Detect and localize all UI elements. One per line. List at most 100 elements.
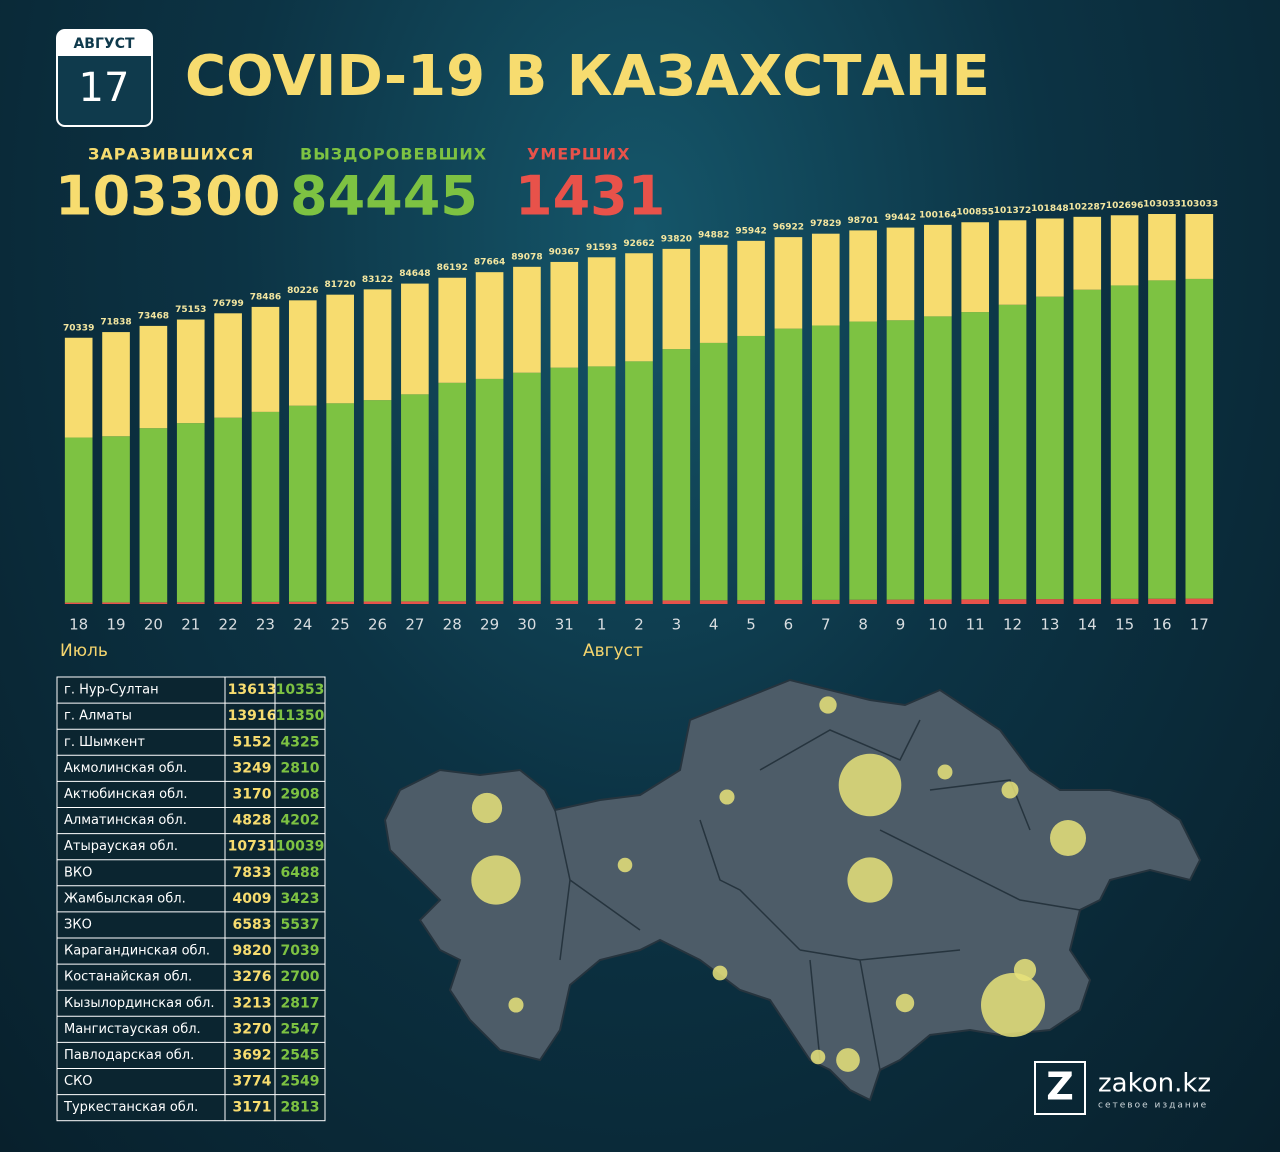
bar-segment	[438, 382, 467, 602]
calendar-day: 17	[79, 65, 130, 111]
bar-segment	[102, 436, 130, 603]
region-name: СКО	[64, 1074, 93, 1089]
total-label: 103033	[1181, 200, 1219, 210]
table-bg	[56, 676, 326, 1122]
bar-segment	[1073, 216, 1102, 290]
region-name: ВКО	[64, 865, 92, 880]
region-circle	[471, 855, 521, 905]
infected-cell: 10731	[228, 839, 277, 855]
bar-segment	[961, 222, 990, 313]
infected-cell: 3774	[233, 1074, 272, 1090]
bar-segment	[737, 335, 765, 601]
bar-segment	[438, 277, 467, 383]
calendar-month: АВГУСТ	[73, 36, 134, 52]
x-tick-label: 18	[69, 616, 88, 634]
total-label: 96922	[773, 223, 804, 233]
stat-label: ВЫЗДОРОВЕВШИХ	[300, 145, 487, 164]
bar-segment	[961, 312, 990, 600]
bar-segment	[811, 599, 840, 604]
infected-cell: 3249	[233, 760, 272, 776]
title: COVID-19 В КАЗАХСТАНЕ	[185, 44, 990, 109]
bar-segment	[251, 306, 280, 412]
logo-mark: Z	[1046, 1065, 1074, 1109]
bar-segment	[139, 325, 168, 429]
bar-segment	[550, 600, 579, 604]
recovered-cell: 2813	[281, 1100, 320, 1116]
stat-value: 103300	[55, 165, 280, 228]
bar-segment	[587, 257, 616, 367]
region-name: Алматинская обл.	[64, 813, 187, 828]
region-name: Жамбылская обл.	[64, 891, 186, 906]
bar-segment	[662, 349, 691, 601]
stat-label: УМЕРШИХ	[527, 145, 630, 164]
region-name: Туркестанская обл.	[63, 1100, 198, 1115]
recovered-cell: 2908	[281, 786, 320, 802]
infected-cell: 4009	[233, 891, 272, 907]
bar-segment	[886, 320, 915, 600]
bar-segment	[513, 266, 541, 373]
x-tick-label: 7	[821, 616, 831, 634]
bar-segment	[924, 224, 952, 317]
bar-segment	[737, 240, 765, 336]
bar-segment	[699, 600, 728, 604]
infected-cell: 3171	[233, 1100, 272, 1116]
infected-cell: 6583	[233, 917, 272, 933]
infected-cell: 7833	[233, 865, 272, 881]
bar-segment	[737, 600, 765, 604]
region-circle	[1049, 819, 1087, 857]
recovered-cell: 11350	[276, 708, 325, 724]
logo-name: zakon.kz	[1098, 1069, 1211, 1099]
bar-segment	[139, 428, 168, 603]
x-tick-label: 3	[672, 616, 682, 634]
bar-segment	[699, 342, 728, 601]
infected-cell: 3170	[233, 786, 272, 802]
logo-box	[1034, 1061, 1086, 1115]
bar-segment	[998, 304, 1027, 600]
x-tick-label: 15	[1115, 616, 1134, 634]
x-tick-label: 5	[746, 616, 756, 634]
total-label: 101848	[1031, 204, 1069, 214]
bar-segment	[64, 337, 93, 438]
bar-segment	[886, 599, 915, 604]
x-tick-label: 2	[634, 616, 644, 634]
stat-value: 84445	[290, 165, 478, 228]
bar-segment	[214, 417, 242, 603]
bar-segment	[625, 600, 653, 604]
total-label: 102696	[1106, 201, 1144, 211]
recovered-cell: 5537	[281, 917, 320, 933]
x-tick-label: 14	[1078, 616, 1097, 634]
bar-segment	[550, 261, 579, 368]
bar-segment	[886, 227, 915, 321]
bar-segment	[699, 244, 728, 343]
recovered-cell: 2810	[281, 760, 320, 776]
x-tick-label: 31	[555, 616, 574, 634]
region-name: ЗКО	[64, 917, 92, 932]
bar-segment	[811, 325, 840, 600]
bar-segment	[1073, 289, 1102, 599]
x-tick-label: 10	[928, 616, 947, 634]
bar-segment	[102, 332, 130, 437]
x-tick-label: 9	[896, 616, 906, 634]
calendar-top	[57, 30, 152, 56]
bar-segment	[849, 321, 877, 600]
x-tick-label: 16	[1152, 616, 1171, 634]
bar-segment	[401, 394, 429, 602]
region-circle	[1013, 958, 1037, 982]
bar-segment	[1110, 215, 1139, 286]
total-label: 81720	[325, 280, 356, 290]
bar-segment	[924, 599, 952, 604]
region-name: г. Нур-Султан	[64, 683, 159, 698]
region-name: г. Алматы	[64, 709, 132, 724]
total-label: 86192	[437, 263, 468, 273]
region-circle	[719, 789, 735, 805]
total-label: 97829	[810, 219, 841, 229]
total-label: 87664	[474, 258, 505, 268]
bar-segment	[102, 602, 130, 604]
x-tick-label: 4	[709, 616, 719, 634]
bar-segment	[550, 367, 579, 601]
bar-segment	[288, 405, 317, 602]
infected-cell: 3276	[233, 969, 272, 985]
total-label: 76799	[212, 299, 243, 309]
x-tick-label: 29	[480, 616, 499, 634]
